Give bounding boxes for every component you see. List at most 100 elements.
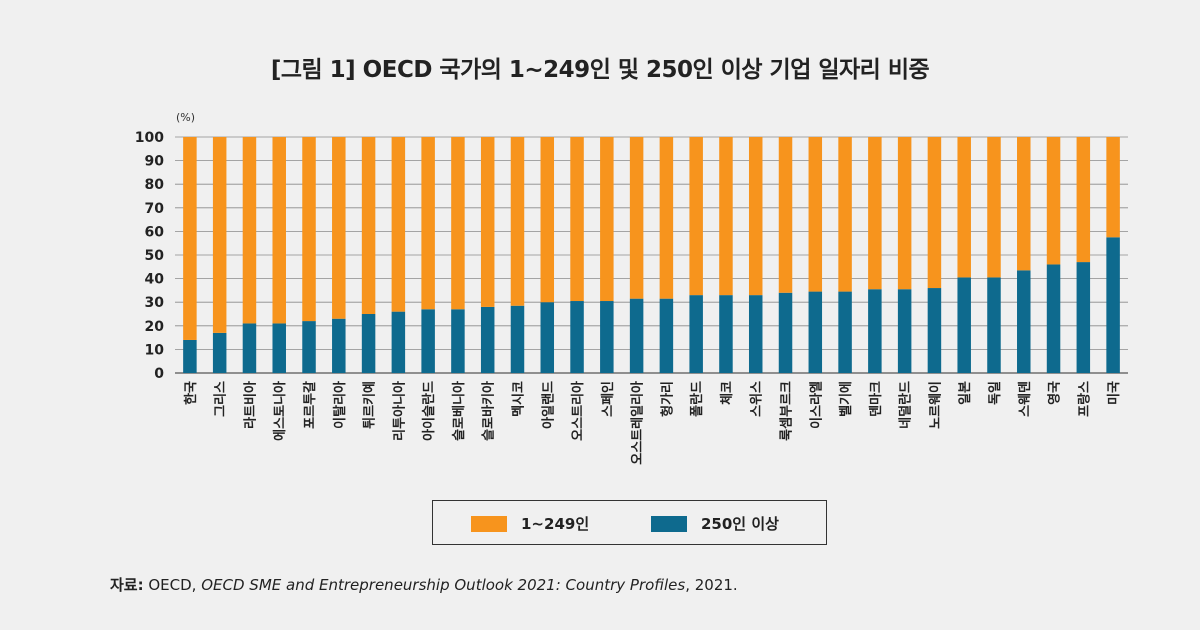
bar-segment-large (570, 301, 584, 373)
bar-segment-large (868, 289, 882, 373)
bar-segment-large (272, 323, 286, 373)
source-text-post: , 2021. (685, 576, 738, 594)
bar-segment-large (600, 301, 614, 373)
legend-label-large: 250인 이상 (701, 515, 779, 533)
source-label: 자료: (110, 576, 144, 594)
x-tick-label: 라트비아 (242, 381, 258, 429)
bar-segment-small (778, 137, 793, 293)
bar-segment-small (1106, 137, 1120, 238)
bar-segment-small (838, 137, 852, 292)
source-note: 자료: OECD, OECD SME and Entrepreneurship … (110, 574, 738, 595)
x-tick-label: 룩셈부르크 (780, 381, 795, 441)
bar-segment-small (808, 137, 823, 292)
x-tick-label: 튀르키예 (362, 381, 378, 429)
bar-segment-large (689, 295, 703, 373)
bar-segment-small (212, 137, 227, 333)
bar-segment-small (510, 137, 525, 306)
x-tick-label: 폴란드 (690, 381, 705, 417)
x-tick-label: 오스트리아 (570, 381, 586, 441)
legend-item-large: 250인 이상 (651, 513, 779, 534)
bar-segment-large (1076, 262, 1091, 373)
bar-segment-small (480, 137, 495, 307)
x-tick-label: 덴마크 (868, 381, 884, 417)
bar-segment-large (927, 288, 942, 373)
legend-item-small: 1~249인 (471, 513, 589, 534)
bar-segment-large (1017, 270, 1031, 373)
y-tick-label: 90 (145, 154, 165, 170)
bar-segment-small (242, 137, 257, 324)
bar-segment-large (1106, 237, 1120, 373)
bar-segment-large (361, 314, 376, 373)
bar-segment-small (1046, 137, 1061, 265)
x-tick-label: 이탈리아 (332, 381, 348, 429)
bar-segment-large (212, 332, 227, 373)
x-tick-label: 한국 (183, 381, 199, 405)
bar-segment-small (391, 137, 406, 312)
bar-segment-small (540, 137, 555, 303)
stacked-bar-chart: 0 10 20 30 40 50 60 70 80 90 100 한국 그리스 라트비아 에스토니아 포르투… (135, 111, 1128, 465)
y-tick-label: 30 (145, 295, 165, 311)
y-tick-label: 60 (145, 224, 165, 240)
bar-segment-large (242, 323, 257, 373)
y-tick-label: 20 (145, 319, 165, 335)
bar-segment-large (510, 305, 525, 373)
bar-segment-large (897, 289, 912, 373)
bars (183, 137, 1120, 373)
bar-segment-large (302, 321, 316, 373)
bar-segment-large (987, 277, 1001, 373)
x-tick-label: 그리스 (213, 381, 229, 417)
y-tick-label: 80 (145, 177, 165, 193)
bar-segment-large (957, 277, 971, 373)
x-tick-label: 미국 (1106, 381, 1122, 405)
bar-segment-small (332, 137, 346, 319)
bar-segment-large (451, 309, 465, 373)
x-tick-label: 체코 (720, 381, 735, 405)
bar-segment-small (1076, 137, 1091, 263)
legend-swatch-orange (471, 515, 507, 532)
x-tick-label: 슬로베니아 (451, 381, 467, 441)
y-tick-label: 100 (135, 130, 164, 146)
bar-segment-large (659, 298, 674, 373)
x-tick-label: 일본 (958, 381, 973, 405)
x-tick-label: 에스토니아 (272, 381, 288, 441)
x-tick-label: 아일랜드 (540, 381, 556, 429)
bar-segment-small (183, 137, 197, 340)
bar-segment-small (987, 137, 1001, 278)
bar-segment-small (659, 137, 674, 299)
x-tick-label: 스위스 (750, 381, 765, 417)
x-tick-label: 헝가리 (659, 381, 675, 417)
y-tick-label: 70 (145, 201, 165, 217)
y-tick-label: 0 (154, 366, 164, 382)
bar-segment-small (868, 137, 882, 290)
bar-segment-small (1017, 137, 1031, 271)
x-tick-label: 포르투갈 (303, 381, 318, 429)
bar-segment-large (540, 302, 555, 373)
bar-segment-small (719, 137, 733, 296)
bar-segment-large (719, 295, 733, 373)
x-tick-label: 리투아니아 (391, 381, 407, 441)
y-unit-label: (%) (176, 111, 195, 124)
source-text-pre: OECD, (143, 576, 202, 594)
bar-segment-small (748, 137, 763, 296)
legend-label-small: 1~249인 (521, 515, 590, 533)
x-tick-label: 스웨덴 (1017, 381, 1033, 417)
bar-segment-small (570, 137, 584, 302)
bar-segment-small (629, 137, 644, 299)
x-tick-label: 노르웨이 (927, 381, 943, 429)
bar-segment-small (600, 137, 614, 302)
x-tick-label: 벨기에 (838, 381, 854, 417)
bar-segment-small (927, 137, 942, 289)
x-tick-label: 스페인 (600, 381, 616, 417)
x-tick-label: 프랑스 (1077, 381, 1092, 417)
x-tick-label: 이스라엘 (808, 381, 824, 429)
bar-segment-large (332, 318, 346, 373)
legend: 1~249인 250인 이상 (432, 500, 827, 545)
source-text-italic: OECD SME and Entrepreneurship Outlook 20… (201, 576, 686, 594)
bar-segment-small (272, 137, 286, 324)
bar-segment-large (421, 309, 435, 373)
bar-segment-large (629, 298, 644, 373)
y-tick-label: 10 (145, 342, 165, 358)
bar-segment-large (183, 339, 197, 373)
bar-segment-large (391, 311, 406, 373)
y-tick-labels: 0 10 20 30 40 50 60 70 80 90 100 (135, 130, 164, 382)
